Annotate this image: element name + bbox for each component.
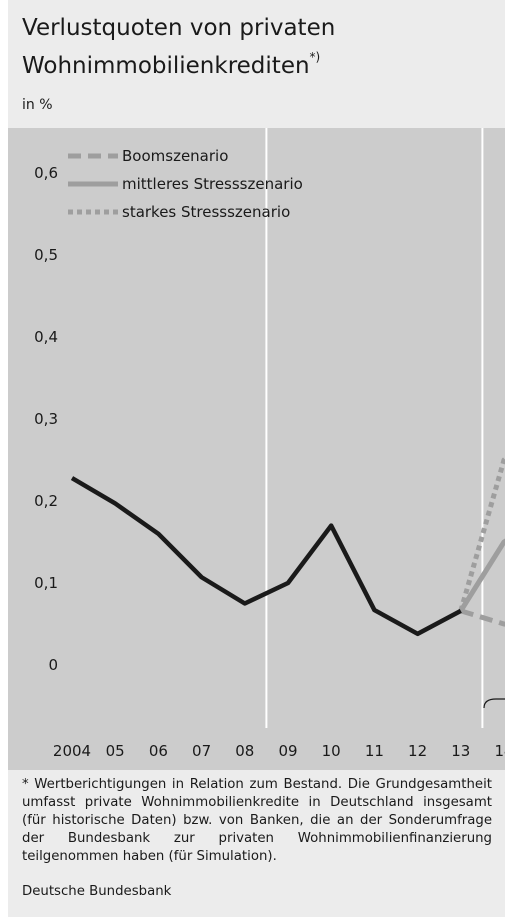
legend-label-3: starkes Stressszenario (122, 203, 290, 221)
unit-label: in % (22, 97, 53, 113)
y-tick-label: 0,4 (34, 328, 58, 346)
legend-label-2: mittleres Stressszenario (122, 175, 303, 193)
y-tick-label: 0 (48, 656, 58, 674)
title-line-2: Wohnimmobilienkrediten (22, 53, 310, 79)
legend-label-1: Boomszenario (122, 147, 228, 165)
chart-header: Verlustquoten von privaten Wohnimmobilie… (8, 0, 505, 128)
x-tick-label: 07 (192, 742, 211, 760)
x-tick-label: 12 (408, 742, 427, 760)
x-tick-label: 10 (322, 742, 341, 760)
chart-title: Verlustquoten von privaten Wohnimmobilie… (22, 14, 492, 81)
source-label: Deutsche Bundesbank (22, 884, 172, 899)
footnote-marker: * (22, 777, 29, 792)
plot-background (8, 128, 505, 770)
y-tick-label: 0,2 (34, 492, 58, 510)
x-tick-label: 11 (365, 742, 384, 760)
y-tick-label: 0,5 (34, 246, 58, 264)
x-tick-label: 2004 (53, 742, 91, 760)
series-line-3 (458, 455, 505, 612)
y-tick-label: 0,1 (34, 574, 58, 592)
simulation-bracket (483, 698, 505, 709)
chart-figure: Verlustquoten von privaten Wohnimmobilie… (8, 0, 505, 917)
title-footnote-marker: *) (309, 50, 321, 64)
chart-footer: * Wertberichtigungen in Relation zum Bes… (8, 770, 505, 917)
y-tick-label: 0,6 (34, 164, 58, 182)
x-tick-label: 14 (494, 742, 505, 760)
x-tick-label: 06 (149, 742, 168, 760)
x-tick-label: 05 (106, 742, 125, 760)
series-line-2 (458, 538, 505, 613)
x-tick-label: 13 (451, 742, 470, 760)
title-line-1: Verlustquoten von privaten (22, 15, 336, 41)
footnote-text: Wertberichtigungen in Relation zum Besta… (22, 777, 492, 864)
x-tick-label: 08 (235, 742, 254, 760)
y-tick-label: 0,3 (34, 410, 58, 428)
footnote: * Wertberichtigungen in Relation zum Bes… (22, 776, 492, 866)
historical-line (70, 476, 462, 637)
x-tick-label: 09 (278, 742, 297, 760)
